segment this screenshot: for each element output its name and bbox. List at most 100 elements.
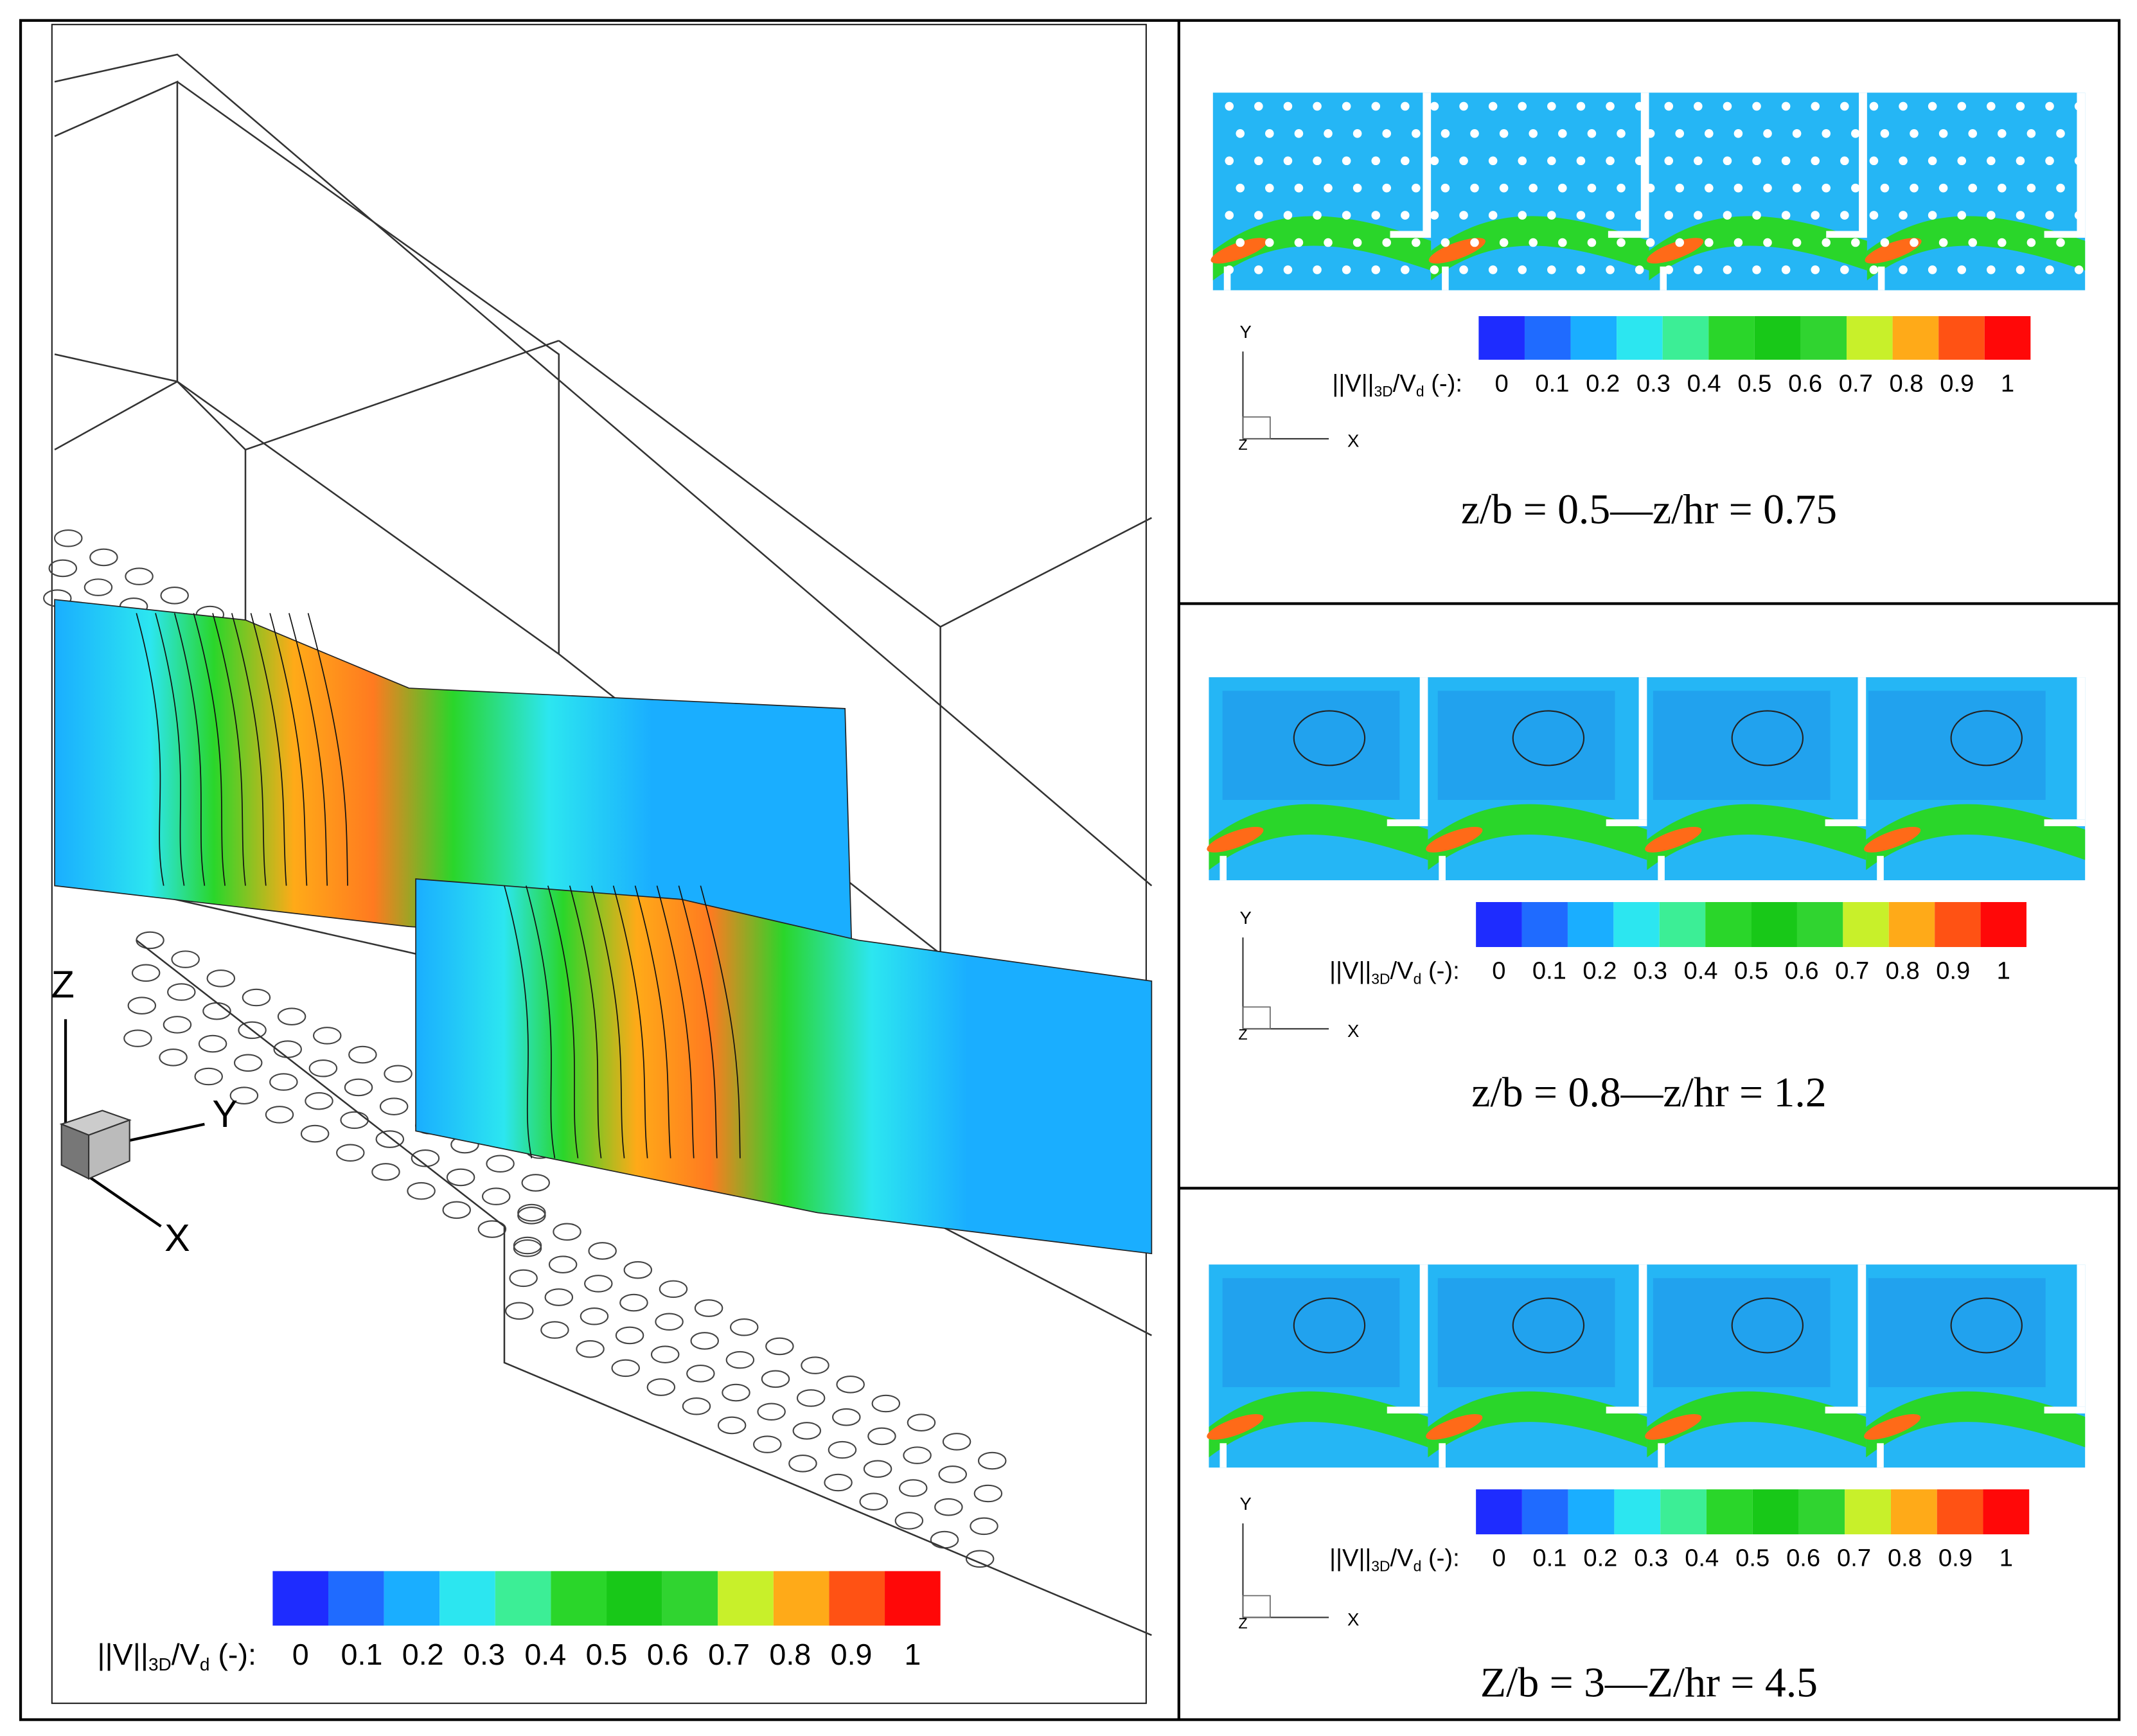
wire [177,340,560,451]
wall [1638,1264,1647,1407]
hole [308,1059,338,1077]
pillar [1441,129,1450,138]
pillar [1752,211,1761,220]
pillar [1987,265,1996,274]
tick-label: 0.6 [1786,1545,1820,1572]
wall [1219,856,1227,881]
pillar [1752,156,1761,166]
hole [379,1097,409,1115]
pillar [1910,129,1919,138]
jet-band [1209,804,1428,871]
wall [2044,231,2086,238]
pillar [1822,238,1831,247]
pillar [2026,183,2036,193]
color-swatch [1521,1489,1568,1535]
tick-label: 0.6 [1788,370,1822,398]
color-swatch [1892,316,1939,360]
pillar [1723,211,1732,220]
label-part: ||V|| [97,1638,148,1671]
pillar [1723,156,1732,166]
pillar [1401,265,1410,274]
hole [277,1007,306,1025]
contour-line [250,613,287,886]
color-swatch [885,1571,941,1626]
pillar [1499,238,1509,247]
pillar [1998,129,2007,138]
pillar [1371,265,1381,274]
pillar [1998,238,2007,247]
wall [1825,1406,1867,1413]
pillar [1265,183,1274,193]
hole [340,1111,369,1129]
pillar [1938,129,1948,138]
hole [233,1054,263,1072]
wall [1423,93,1432,231]
color-swatch [1567,902,1614,948]
color-swatch [829,1571,885,1626]
wire [136,939,1152,1636]
hole [615,1326,644,1345]
color-swatch [1845,1489,1891,1535]
pillar [1694,102,1703,111]
tick-label: 0.4 [1683,957,1717,985]
pillar [1518,211,1527,220]
hole [792,1422,822,1440]
pillar [1225,211,1234,220]
pillar [1576,156,1586,166]
jet-core [1207,826,1264,853]
hole [894,1512,924,1530]
pillar [1499,183,1509,193]
pillar [1938,238,1948,247]
hole [796,1389,826,1407]
pillar [2074,156,2084,166]
wire [54,80,179,451]
pillar [1705,238,1714,247]
pillar [1869,265,1879,274]
pillar [1587,129,1597,138]
contour-sheet [415,878,1153,1255]
color-swatch [1614,1489,1661,1535]
hole [344,1078,373,1097]
pillar [1313,156,1322,166]
hole [757,1403,786,1421]
hole [446,1168,475,1187]
label-part: /V [1390,1545,1414,1572]
colorbar: 0 0.1 0.2 0.3 0.4 0.5 0.6 0.7 0.8 0.9 1 ||V||3D/Vd … [97,1571,941,1674]
jet-core [1210,238,1268,264]
color-swatch [607,1571,662,1626]
contour-plot [1207,677,2086,881]
pillar [1382,238,1392,247]
tick-label: 0.2 [402,1638,444,1671]
tick-label: 0.5 [586,1638,628,1671]
tick-label: 0.4 [1685,1545,1719,1572]
wall [1825,819,1867,826]
pillar [1342,211,1351,220]
colorbar: 0 0.1 0.2 0.3 0.4 0.5 0.6 0.7 0.8 0.9 1 ||V||3D/Vd … [1329,902,2026,987]
hole [521,1174,551,1192]
hole [717,1416,747,1435]
wall [1638,677,1647,820]
tick-label: 0.6 [1785,957,1819,985]
pillar [1840,211,1849,220]
pillar [2045,156,2054,166]
tick-label: 0.9 [1940,370,1974,398]
pillar [1752,265,1761,274]
pillar [1294,183,1304,193]
pillar [1664,211,1674,220]
plot-frame [51,24,1147,1705]
pillar [1606,211,1615,220]
tick-label: 0.9 [831,1638,873,1671]
pillar [1645,183,1655,193]
tick-label: 1 [2001,370,2014,398]
pillar [1313,211,1322,220]
hole [84,578,113,596]
color-swatch [1938,316,1985,360]
pillar [1382,129,1392,138]
hole [481,1187,511,1205]
label-part: 3D [1371,1557,1390,1574]
jet-band [1431,216,1649,281]
tick-label: 0.1 [341,1638,383,1671]
pillar [1928,102,1937,111]
wall [1858,677,1867,820]
pillar [1635,265,1644,274]
